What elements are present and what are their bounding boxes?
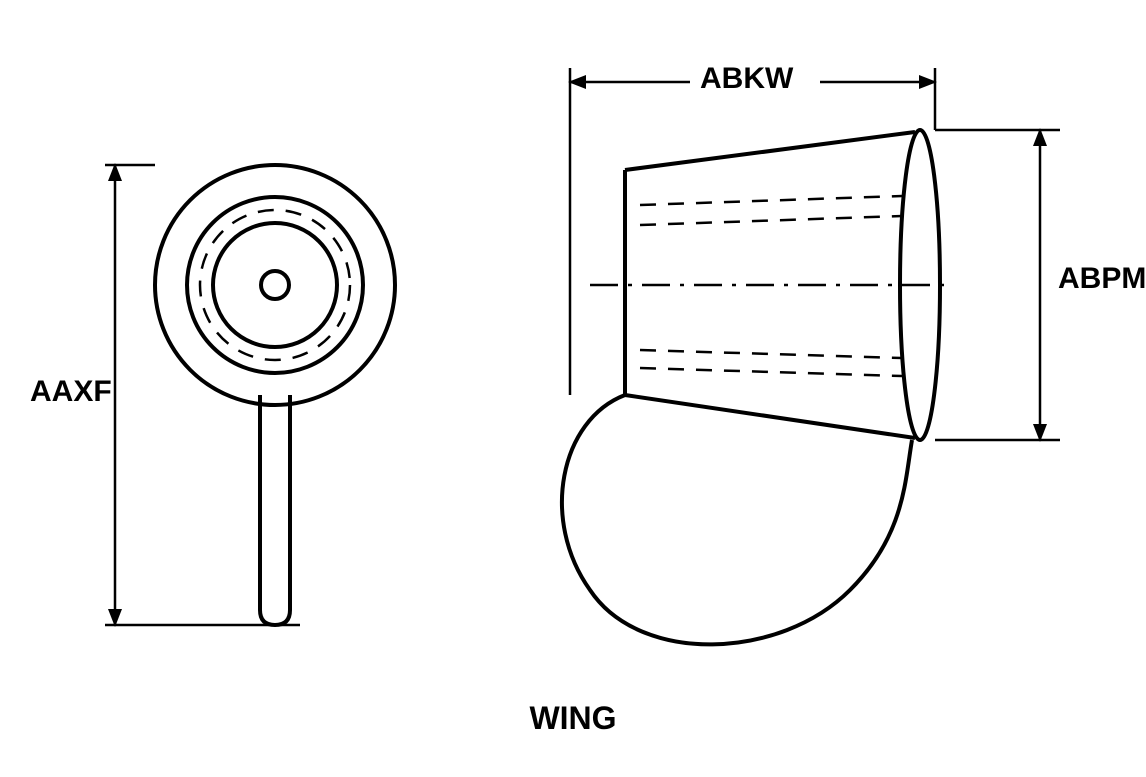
label-abkw: ABKW (700, 62, 793, 96)
figure-title: WING (0, 700, 1146, 737)
diagram-svg (0, 0, 1146, 777)
dim-abpm (935, 130, 1060, 440)
side-view (562, 130, 952, 644)
label-abpm: ABPM (1058, 262, 1146, 296)
diagram-canvas: AAXF ABKW ABPM WING (0, 0, 1146, 777)
front-view (155, 165, 395, 625)
label-aaxf: AAXF (30, 375, 112, 409)
